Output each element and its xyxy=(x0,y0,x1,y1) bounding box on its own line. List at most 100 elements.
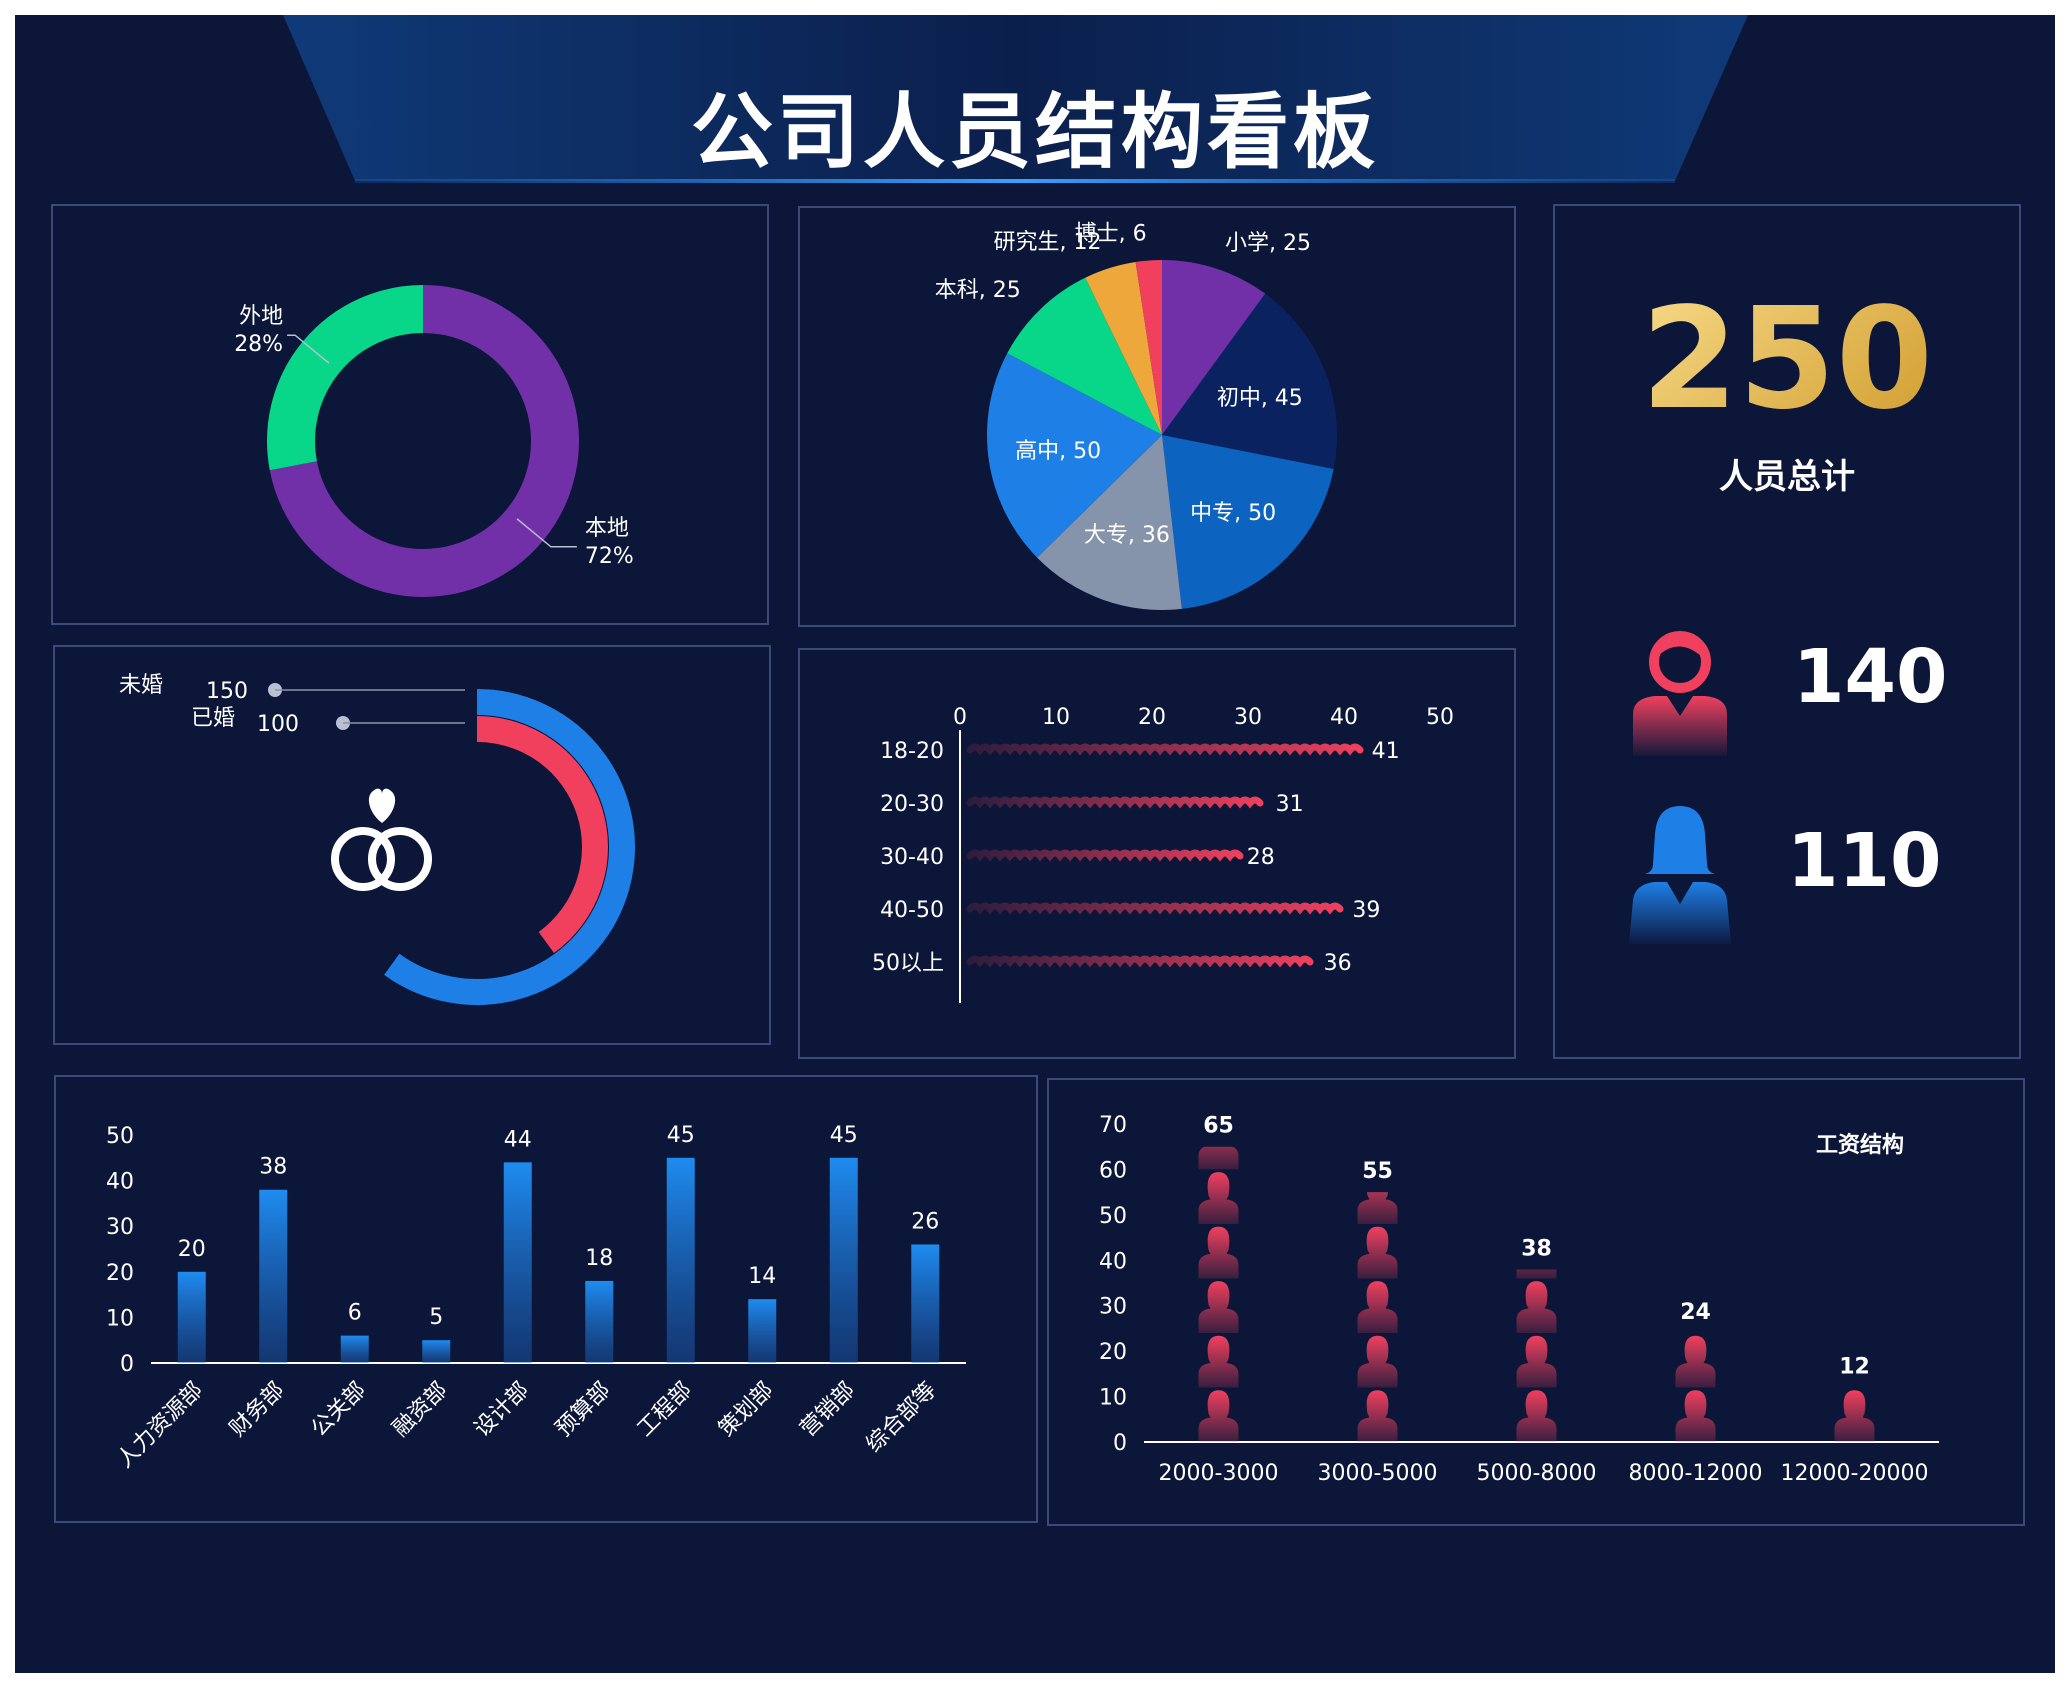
salary-person-icon xyxy=(1516,1335,1557,1388)
education-label-0: 小学, 25 xyxy=(1225,231,1311,256)
salary-ytick-4: 40 xyxy=(1099,1249,1127,1274)
salary-person-icon xyxy=(1198,1281,1239,1333)
age-xtick-4: 40 xyxy=(1330,705,1358,730)
education-slice-7 xyxy=(1135,260,1162,435)
dept-value-5: 18 xyxy=(585,1246,613,1271)
education-label-4: 高中, 50 xyxy=(1015,439,1101,464)
dept-value-9: 26 xyxy=(911,1209,939,1234)
female-count: 110 xyxy=(1787,818,1942,904)
age-value-4: 36 xyxy=(1324,951,1352,976)
marital-name-0: 未婚 xyxy=(119,673,163,698)
age-value-3: 39 xyxy=(1352,898,1380,923)
age-value-0: 41 xyxy=(1372,739,1400,764)
education-label-6: 研究生, 12 xyxy=(993,230,1101,255)
salary-category-3: 8000-12000 xyxy=(1629,1461,1763,1486)
salary-person-icon xyxy=(1357,1192,1398,1224)
age-bar-chart: 0 10 20 30 40 50 18-20 41 20-30 31 30-40 28 40-50 39 5… xyxy=(872,705,1454,1003)
salary-person-icon xyxy=(1198,1172,1239,1224)
dept-value-0: 20 xyxy=(178,1237,206,1262)
salary-stack-0 xyxy=(1198,1080,1239,1442)
salary-stack-3 xyxy=(1675,1335,1716,1442)
age-xtick-5: 50 xyxy=(1426,705,1454,730)
dept-value-6: 45 xyxy=(667,1123,695,1148)
rings-icon xyxy=(331,788,432,891)
salary-value-0: 65 xyxy=(1203,1114,1234,1139)
education-slice-2 xyxy=(1162,435,1334,609)
education-label-3: 大专, 36 xyxy=(1084,523,1170,548)
salary-value-2: 38 xyxy=(1521,1236,1552,1261)
dept-ytick-5: 50 xyxy=(106,1124,134,1149)
ring-right xyxy=(368,827,432,891)
salary-category-0: 2000-3000 xyxy=(1159,1461,1279,1486)
summary-panel: 250 人员总计 140 110 xyxy=(1553,204,2021,1059)
salary-person-icon xyxy=(1198,1146,1239,1170)
dept-value-2: 6 xyxy=(348,1301,362,1326)
salary-person-icon xyxy=(1516,1390,1557,1442)
salary-person-icon xyxy=(1357,1390,1398,1442)
origin-leader-line-1 xyxy=(287,334,330,364)
dept-bar-2 xyxy=(340,1335,369,1363)
education-label-1: 初中, 45 xyxy=(1217,386,1303,411)
dept-value-7: 14 xyxy=(748,1264,776,1289)
age-xtick-2: 20 xyxy=(1138,705,1166,730)
dept-bar-8 xyxy=(829,1157,858,1363)
dept-category-6: 工程部 xyxy=(633,1378,697,1442)
education-pie-chart: 小学, 25 初中, 45 中专, 50 大专, 36 高中, 50 本科, 25 研究生,… xyxy=(935,222,1337,610)
dept-category-5: 预算部 xyxy=(551,1378,615,1442)
education-label-5: 本科, 25 xyxy=(935,278,1021,303)
salary-category-1: 3000-5000 xyxy=(1318,1461,1438,1486)
salary-person-icon xyxy=(1357,1281,1398,1333)
dept-value-1: 38 xyxy=(259,1155,287,1180)
marital-ring-1 xyxy=(476,716,608,953)
education-slice-0 xyxy=(1162,260,1266,435)
dashboard: 公司人员结构看板 本地 72% 外地 28% 小学, 25 初中, 45 中专, 50 大专… xyxy=(15,15,2055,1673)
age-bar-2 xyxy=(966,849,1244,862)
education-label-2: 中专, 50 xyxy=(1190,501,1276,526)
origin-label-0: 本地 xyxy=(585,516,629,541)
salary-person-icon xyxy=(1198,1390,1239,1442)
dept-bar-1 xyxy=(259,1189,288,1363)
dept-ytick-4: 40 xyxy=(106,1170,134,1195)
dept-ytick-0: 0 xyxy=(120,1352,134,1377)
age-xtick-1: 10 xyxy=(1042,705,1070,730)
department-panel: 0 10 20 30 40 50 20 人力资源部 38 财务部 6 公关部 5 融资部 44 设计部 18 预算… xyxy=(54,1075,1038,1523)
origin-percent-0: 72% xyxy=(585,544,634,569)
salary-value-3: 24 xyxy=(1680,1300,1711,1325)
dept-bar-4 xyxy=(503,1162,532,1363)
salary-person-icon xyxy=(1199,1080,1239,1115)
page-title: 公司人员结构看板 xyxy=(690,85,1379,180)
salary-person-icon xyxy=(1834,1390,1875,1442)
education-panel: 小学, 25 初中, 45 中专, 50 大专, 36 高中, 50 本科, 25 研究生,… xyxy=(798,206,1516,627)
dept-category-3: 融资部 xyxy=(388,1378,452,1442)
dept-category-8: 营销部 xyxy=(796,1378,860,1442)
dept-category-7: 策划部 xyxy=(714,1378,778,1442)
age-bar-4 xyxy=(966,955,1314,968)
age-category-4: 50以上 xyxy=(872,951,944,976)
dept-ytick-2: 20 xyxy=(106,1261,134,1286)
dept-value-3: 5 xyxy=(429,1305,443,1330)
salary-stack-4 xyxy=(1834,1387,1875,1442)
male-count: 140 xyxy=(1793,634,1948,720)
salary-person-icon xyxy=(1357,1226,1398,1279)
salary-category-4: 12000-20000 xyxy=(1781,1461,1929,1486)
dept-bar-9 xyxy=(911,1244,940,1363)
age-bar-3 xyxy=(966,902,1344,915)
age-category-0: 18-20 xyxy=(880,739,944,764)
age-category-1: 20-30 xyxy=(880,792,944,817)
total-count: 250 xyxy=(1555,278,2019,441)
male-icon xyxy=(1633,631,1727,756)
salary-person-icon xyxy=(1357,1335,1398,1388)
salary-stack-1 xyxy=(1357,1192,1398,1442)
dept-ytick-3: 30 xyxy=(106,1215,134,1240)
age-xtick-0: 0 xyxy=(953,705,967,730)
salary-person-icon xyxy=(1198,1226,1239,1279)
salary-ytick-5: 50 xyxy=(1099,1204,1127,1229)
dept-category-0: 人力资源部 xyxy=(113,1378,208,1473)
age-panel: 0 10 20 30 40 50 18-20 41 20-30 31 30-40 28 40-50 39 5… xyxy=(798,648,1516,1059)
salary-ytick-7: 70 xyxy=(1099,1113,1127,1138)
age-category-3: 40-50 xyxy=(880,898,944,923)
salary-category-2: 5000-8000 xyxy=(1477,1461,1597,1486)
salary-title: 工资结构 xyxy=(1816,1132,1904,1158)
marital-panel: 未婚 150 已婚 100 xyxy=(53,645,771,1045)
